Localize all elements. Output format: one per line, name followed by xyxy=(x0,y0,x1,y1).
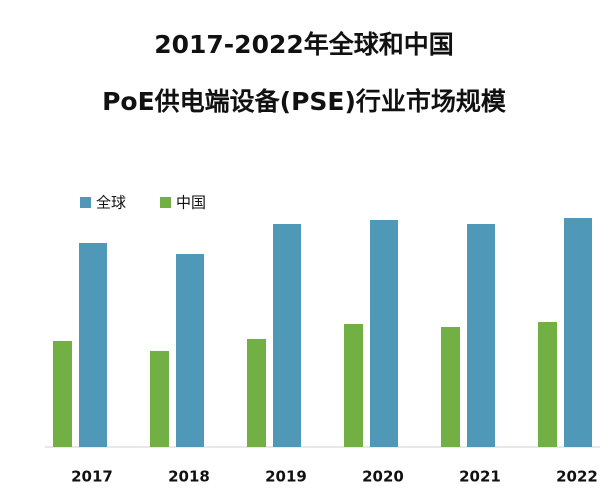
bar xyxy=(564,218,592,447)
chart-title: 2017-2022年全球和中国 xyxy=(154,30,454,59)
bar xyxy=(150,351,169,447)
bar xyxy=(441,327,460,447)
bar xyxy=(344,324,363,447)
x-tick-label: 2019 xyxy=(265,468,307,486)
bar xyxy=(370,220,398,447)
chart-title: PoE供电端设备(PSE)行业市场规模 xyxy=(102,87,507,116)
legend-label: 全球 xyxy=(96,194,126,212)
x-tick-label: 2021 xyxy=(459,468,501,486)
x-tick-label: 2018 xyxy=(168,468,210,486)
bar xyxy=(247,339,266,447)
bar xyxy=(79,243,107,447)
bar xyxy=(53,341,72,447)
bar xyxy=(273,224,301,447)
x-tick-label: 2022 xyxy=(556,468,598,486)
bar xyxy=(176,254,204,447)
bar xyxy=(467,224,495,447)
bar xyxy=(538,322,557,447)
x-tick-label: 2020 xyxy=(362,468,404,486)
legend-swatch xyxy=(160,197,171,208)
legend-swatch xyxy=(80,197,91,208)
legend-label: 中国 xyxy=(176,194,206,212)
x-tick-label: 2017 xyxy=(71,468,113,486)
